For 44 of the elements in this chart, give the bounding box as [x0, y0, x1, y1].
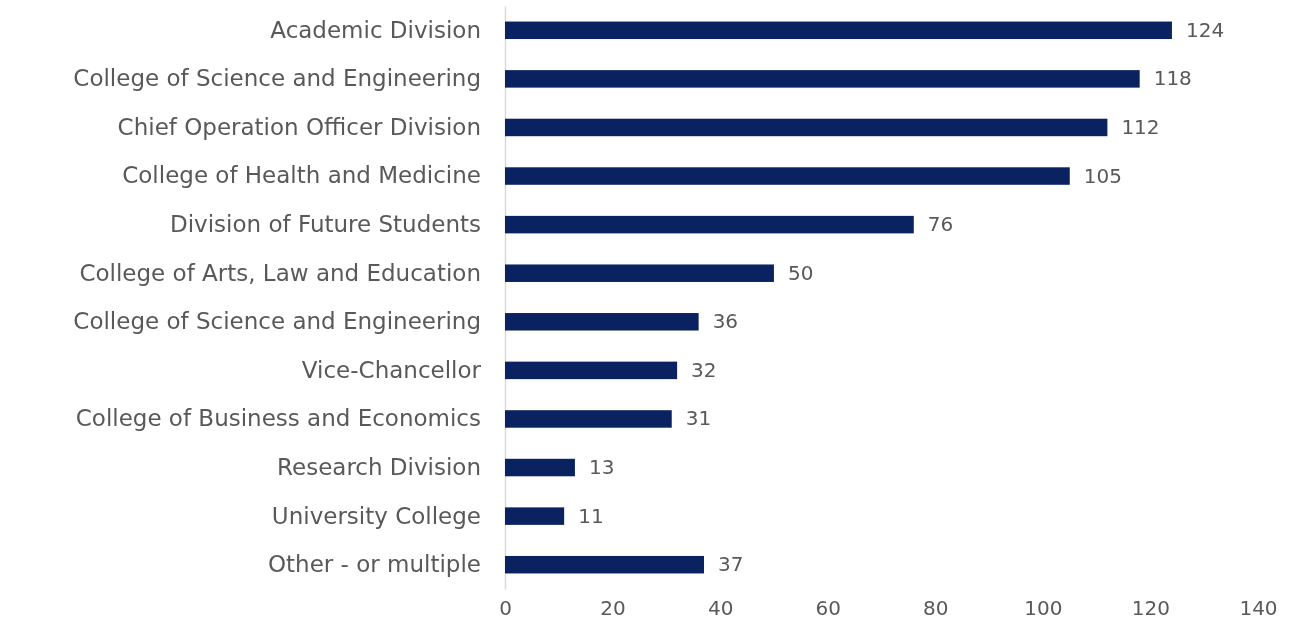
data-label: 13 — [588, 455, 615, 480]
x-tick-label: 40 — [707, 596, 734, 621]
data-label: 124 — [1185, 17, 1225, 42]
y-tick-label: University College — [271, 502, 481, 529]
bar — [505, 215, 914, 234]
data-label: 50 — [787, 260, 814, 285]
data-label: 31 — [685, 406, 712, 431]
bar — [505, 507, 565, 525]
bar — [505, 118, 1108, 137]
bar — [505, 167, 1070, 185]
y-tick-label: Division of Future Students — [170, 210, 481, 237]
x-tick-label: 120 — [1131, 596, 1171, 621]
bar — [505, 264, 774, 282]
data-label: 36 — [712, 309, 739, 334]
x-tick-label: 0 — [499, 596, 512, 621]
x-tick-label: 60 — [815, 596, 841, 621]
y-tick-label: Vice-Chancellor — [301, 356, 482, 383]
data-label: 32 — [691, 357, 717, 382]
bar — [505, 21, 1172, 40]
y-tick-label: College of Science and Engineering — [73, 65, 481, 92]
bar — [505, 458, 575, 477]
y-tick-label: Other - or multiple — [268, 551, 481, 578]
y-tick-label: Academic Division — [270, 16, 481, 43]
data-label: 112 — [1121, 114, 1160, 139]
x-tick-label: 20 — [600, 596, 626, 621]
bar — [505, 410, 672, 428]
data-label: 11 — [578, 503, 604, 528]
y-tick-label: College of Arts, Law and Education — [79, 259, 481, 286]
bar — [505, 555, 705, 574]
bar — [505, 313, 699, 331]
bar — [505, 361, 678, 380]
y-tick-label: College of Health and Medicine — [122, 162, 481, 189]
y-tick-label: College of Business and Economics — [75, 405, 481, 432]
data-label: 105 — [1083, 163, 1122, 188]
data-label: 37 — [718, 552, 744, 577]
x-tick-label: 80 — [923, 596, 949, 621]
data-label: 76 — [927, 212, 954, 237]
y-tick-label: Chief Operation Officer Division — [117, 113, 481, 140]
x-tick-label: 100 — [1024, 596, 1063, 621]
data-label: 118 — [1153, 66, 1192, 91]
x-tick-label: 140 — [1239, 596, 1278, 621]
bar — [505, 70, 1140, 88]
y-tick-label: Research Division — [277, 453, 481, 480]
y-tick-label: College of Science and Engineering — [73, 308, 481, 335]
